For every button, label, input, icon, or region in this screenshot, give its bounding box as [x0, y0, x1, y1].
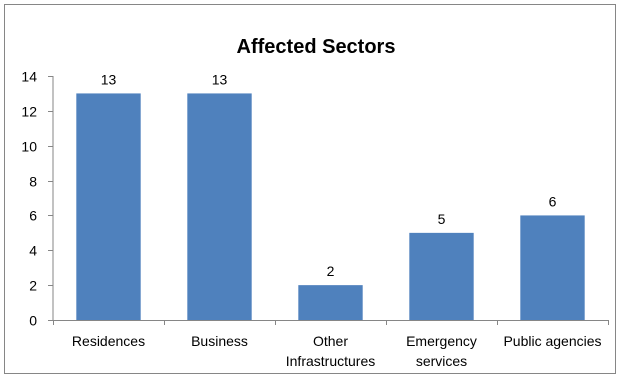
x-axis: Residences Business Other Infrastructures Em…	[53, 320, 609, 369]
y-axis: 0 2 4 6 8 10 12 14	[21, 69, 54, 329]
bar-chart: Affected Sectors 0 2 4 6 8 10 12 14 13 13 2 5 6 Res…	[21, 36, 609, 369]
data-labels: 13 13 2 5 6	[101, 71, 557, 279]
x-tick-label: Other	[313, 333, 348, 349]
y-tick-label: 6	[29, 208, 37, 224]
x-tick-label: Emergency	[406, 333, 477, 349]
y-tick-label: 2	[29, 278, 37, 294]
chart-title: Affected Sectors	[237, 36, 396, 58]
bars	[76, 93, 585, 320]
x-tick-label: Infrastructures	[286, 353, 375, 369]
y-tick-label: 14	[21, 69, 37, 85]
bar-value-label: 13	[101, 71, 117, 87]
bar-value-label: 5	[438, 211, 446, 227]
bar	[76, 93, 141, 320]
x-tick-label: Residences	[72, 333, 145, 349]
bar	[298, 285, 363, 320]
y-tick-label: 8	[29, 174, 37, 190]
y-tick-label: 0	[29, 313, 37, 329]
x-tick-label: Business	[191, 333, 248, 349]
bar-value-label: 6	[549, 193, 557, 209]
y-tick-label: 4	[29, 243, 37, 259]
y-tick-label: 10	[21, 139, 37, 155]
x-tick-label: services	[416, 353, 467, 369]
chart-area: Affected Sectors 0 2 4 6 8 10 12 14 13 13 2 5 6 Res…	[4, 4, 616, 374]
bar-value-label: 13	[212, 71, 228, 87]
bar	[520, 215, 585, 320]
bar	[187, 93, 252, 320]
x-tick-label: Public agencies	[503, 333, 601, 349]
bar	[409, 232, 474, 320]
y-tick-label: 12	[21, 104, 37, 120]
bar-value-label: 2	[327, 263, 335, 279]
